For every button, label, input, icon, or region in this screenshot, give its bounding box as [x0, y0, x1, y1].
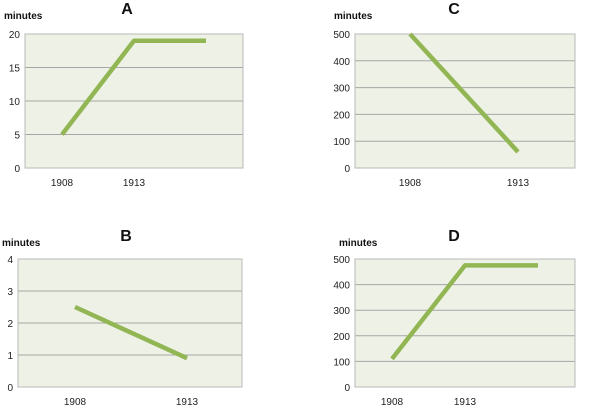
plot-area-c — [355, 34, 575, 168]
x-tick-label-a-1: 1913 — [123, 178, 146, 189]
chart-title-b: B — [120, 228, 132, 245]
y-tick-label-d-2: 200 — [333, 332, 350, 343]
plot-area-d — [355, 259, 575, 387]
y-tick-label-a-3: 15 — [9, 64, 21, 75]
y-tick-label-d-1: 100 — [333, 357, 350, 368]
y-tick-label-c-1: 100 — [333, 137, 350, 148]
y-tick-label-b-4: 4 — [7, 255, 13, 266]
y-tick-label-d-5: 500 — [333, 255, 350, 266]
chart-title-a: A — [121, 1, 133, 18]
plot-border-c — [354, 33, 576, 169]
y-tick-label-a-2: 10 — [9, 97, 21, 108]
x-tick-label-c-0: 1908 — [399, 178, 422, 189]
y-tick-label-d-4: 400 — [333, 281, 350, 292]
plot-border-a — [24, 33, 244, 169]
plot-border-b — [17, 258, 243, 388]
x-tick-label-d-0: 1908 — [381, 397, 404, 408]
series-line-b — [74, 304, 188, 361]
x-tick-label-b-0: 1908 — [64, 397, 87, 408]
y-axis-label-b: minutes — [2, 238, 41, 249]
y-tick-label-b-1: 1 — [7, 351, 13, 362]
y-tick-label-c-2: 200 — [333, 110, 350, 121]
y-tick-label-d-0: 0 — [344, 383, 350, 394]
x-tick-label-b-1: 1913 — [176, 397, 199, 408]
y-tick-label-c-0: 0 — [344, 164, 350, 175]
x-tick-label-d-1: 1913 — [454, 397, 477, 408]
y-tick-label-a-1: 5 — [14, 131, 20, 142]
y-tick-label-c-3: 300 — [333, 84, 350, 95]
y-tick-label-c-4: 400 — [333, 57, 350, 68]
y-tick-label-b-0: 0 — [7, 383, 13, 394]
chart-title-c: C — [448, 1, 460, 18]
series-line-c — [408, 32, 520, 154]
y-tick-label-c-5: 500 — [333, 30, 350, 41]
y-tick-label-b-2: 2 — [7, 319, 13, 330]
y-axis-label-c: minutes — [334, 11, 373, 22]
y-axis-label-d: minutes — [339, 238, 378, 249]
plot-border-d — [354, 258, 576, 388]
chart-title-d: D — [448, 228, 460, 245]
y-tick-label-d-3: 300 — [333, 306, 350, 317]
y-tick-label-a-0: 0 — [14, 164, 20, 175]
y-axis-label-a: minutes — [4, 11, 43, 22]
x-tick-label-c-1: 1913 — [507, 178, 530, 189]
y-tick-label-a-4: 20 — [9, 30, 21, 41]
y-tick-label-b-3: 3 — [7, 287, 13, 298]
x-tick-label-a-0: 1908 — [51, 178, 74, 189]
